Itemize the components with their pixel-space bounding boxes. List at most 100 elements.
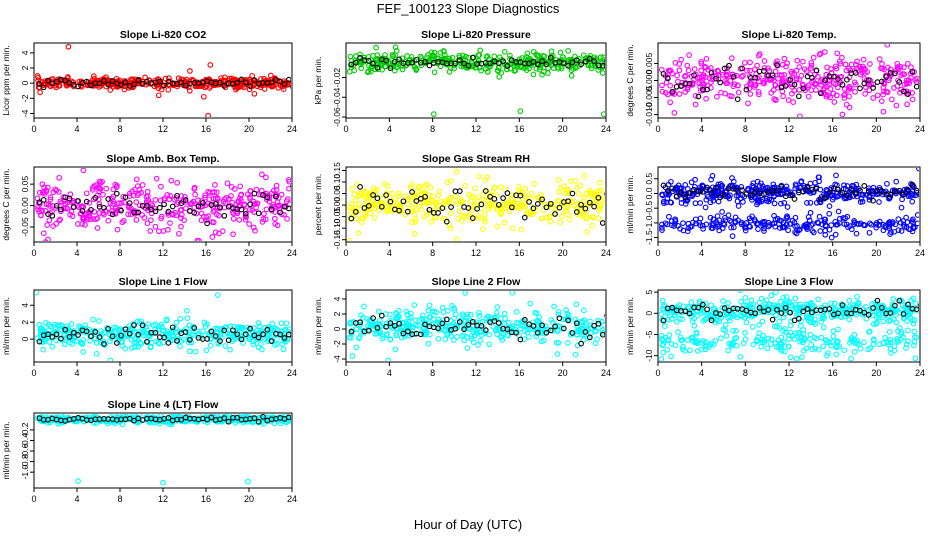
data-point [469,54,476,61]
data-point [826,226,833,233]
y-tick-label: 0.05 [20,176,30,193]
data-point [803,345,810,352]
data-point [212,229,219,236]
data-point [49,212,56,219]
y-tick-label: 0.000 [644,70,654,92]
data-point [762,185,769,191]
data-point [814,219,821,226]
data-point [680,220,686,226]
y-tick-label: 2 [20,320,30,325]
data-point [362,188,369,194]
data-point [563,307,569,313]
y-tick-label: -2 [20,94,30,102]
data-point [396,313,402,320]
data-point [668,353,675,360]
data-point [800,308,807,315]
data-point [677,334,684,341]
y-tick-label: -0.15 [332,230,342,250]
data-point [749,323,756,330]
data-point [697,222,703,229]
data-point [348,328,355,335]
data-point [742,295,749,301]
data-point [878,98,885,104]
data-point [899,71,906,77]
data-point [896,297,903,304]
data-point [134,183,141,189]
data-point [71,335,78,342]
data-point [894,336,900,342]
data-point [890,296,897,302]
x-tick-label: 8 [117,248,122,258]
data-point [110,186,117,193]
data-point [761,337,768,344]
data-point [903,341,910,348]
data-point [387,65,394,71]
data-point [819,76,826,83]
data-point [503,201,510,208]
data-point [247,194,253,200]
data-point [209,234,216,240]
data-point [169,203,176,210]
data-point [747,192,754,199]
data-point [725,212,732,218]
x-tick-label: 8 [430,368,435,378]
data-point [771,192,777,199]
data-point [93,216,99,222]
data-point [560,56,567,63]
data-point [857,187,863,194]
data-point [573,320,580,327]
data-point [374,186,380,193]
data-point [397,208,404,215]
data-point [674,72,680,79]
data-point [730,311,736,318]
data-point [785,227,791,234]
data-point [495,201,502,208]
data-point [130,192,137,199]
panel-title: Slope Line 1 Flow [119,276,209,288]
data-point [714,67,721,74]
data-point [578,340,584,347]
data-point [828,66,834,72]
data-point [553,339,560,346]
data-point [365,327,372,334]
data-point [35,77,41,84]
data-point [435,210,441,216]
data-point [206,190,213,196]
data-point [870,341,877,347]
data-point [727,92,733,99]
data-point [770,181,777,188]
points-layer [35,168,291,241]
data-point [682,89,689,95]
data-point [41,191,48,197]
data-point [702,316,708,323]
x-tick-label: 0 [655,368,660,378]
data-point [547,218,554,225]
data-point [83,190,90,197]
x-tick-label: 0 [343,124,348,134]
data-point [695,304,702,311]
data-point [378,312,385,319]
data-point [443,316,450,323]
x-tick-label: 0 [655,248,660,258]
data-point [283,320,290,327]
data-point [68,321,75,327]
data-point [884,89,891,96]
data-point [250,341,257,348]
data-point [208,328,215,335]
data-point [168,177,175,184]
data-point [910,225,917,231]
outlier-point [347,237,353,241]
data-point [348,57,355,64]
data-point [809,74,815,81]
data-point [905,301,911,308]
data-point [476,215,482,221]
data-point [93,350,100,357]
data-point [242,213,249,220]
data-point [403,308,410,315]
data-point [101,205,107,211]
data-point [484,174,491,180]
data-point [783,63,789,70]
data-point [440,309,447,315]
data-point [539,58,545,64]
